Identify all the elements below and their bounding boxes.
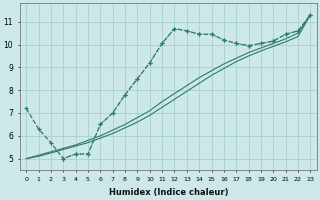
X-axis label: Humidex (Indice chaleur): Humidex (Indice chaleur) — [108, 188, 228, 197]
